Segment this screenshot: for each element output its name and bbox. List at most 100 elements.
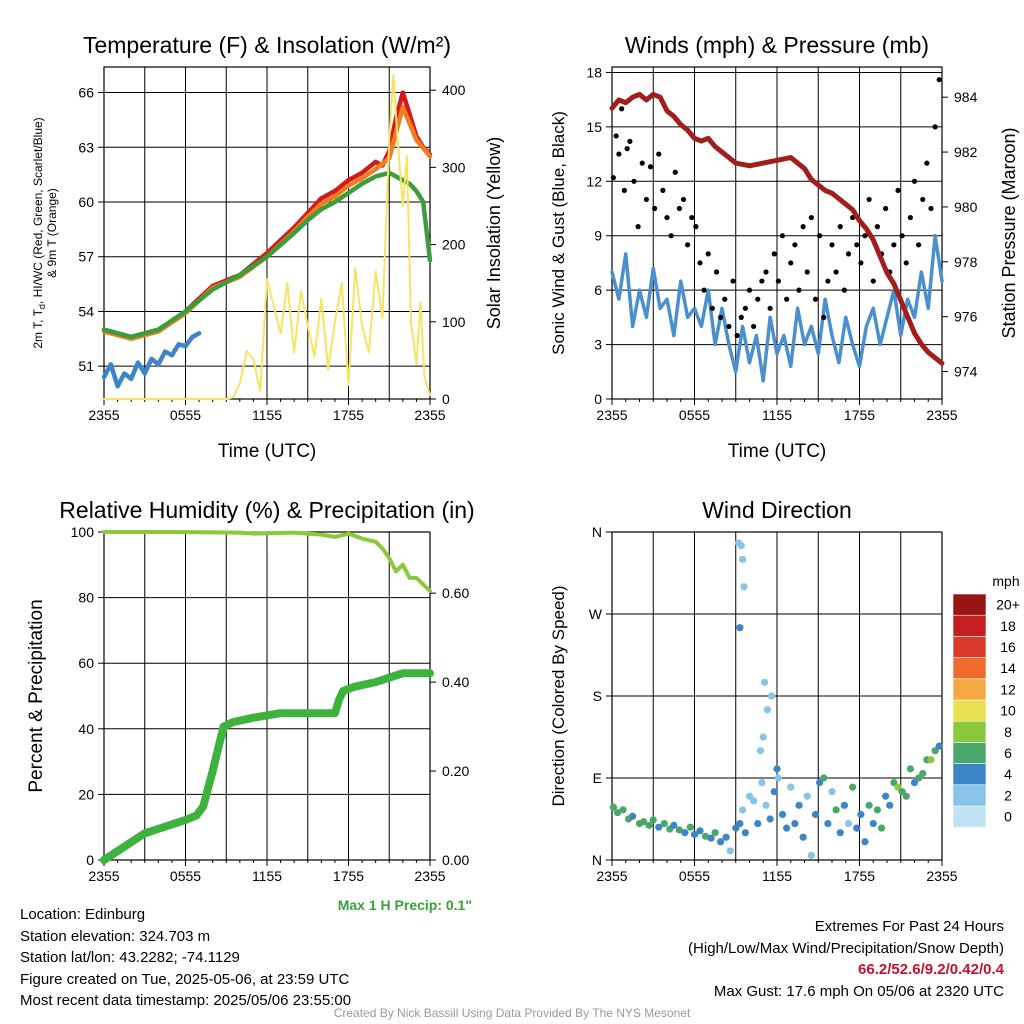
direction-point	[767, 692, 776, 700]
direction-point	[844, 819, 853, 828]
series-line	[101, 331, 202, 389]
gust-point	[833, 269, 839, 275]
y2-tick-label: 978	[954, 254, 978, 270]
gust-point	[697, 260, 703, 266]
y-tick-label: 15	[586, 119, 602, 135]
gust-point	[627, 138, 633, 144]
chart-title: Winds (mph) & Pressure (mb)	[625, 32, 929, 58]
direction-point	[811, 810, 820, 819]
gust-point	[788, 260, 794, 266]
elevation-text: Station elevation: 324.703 m	[20, 927, 211, 945]
colorbar-swatch	[952, 657, 987, 680]
x-tick-label: 1755	[844, 407, 875, 423]
gust-point	[742, 305, 748, 311]
series-line	[610, 233, 944, 383]
direction-point	[750, 797, 758, 805]
series-line	[103, 73, 431, 400]
gust-point	[763, 269, 769, 275]
y2-tick-label: 982	[954, 144, 978, 160]
direction-point	[935, 742, 943, 750]
gust-point	[907, 214, 913, 221]
direction-point	[732, 824, 740, 832]
gust-point	[779, 233, 786, 239]
y-tick-label: 60	[78, 194, 94, 210]
gust-point	[916, 242, 922, 248]
gust-point	[713, 269, 720, 275]
direction-point	[773, 765, 781, 773]
direction-point	[675, 826, 683, 834]
gust-point	[928, 205, 934, 212]
gust-point	[730, 278, 736, 284]
direction-point	[613, 809, 622, 817]
direction-point	[902, 792, 910, 800]
direction-point	[722, 833, 730, 841]
gust-point	[734, 332, 740, 339]
x-tick-label: 1155	[252, 868, 282, 884]
gust-point	[689, 214, 695, 221]
colorbar-label: 0	[1004, 809, 1012, 825]
gust-point	[817, 233, 823, 239]
x-tick-label: 1155	[762, 407, 792, 423]
gust-point	[792, 242, 798, 248]
x-tick-label: 1755	[844, 868, 875, 884]
colorbar-swatch	[952, 720, 987, 743]
gust-point	[705, 251, 711, 257]
x-axis-label: Time (UTC)	[218, 441, 317, 462]
series-line	[609, 91, 945, 366]
direction-point	[840, 801, 848, 809]
direction-point	[774, 774, 782, 782]
direction-point	[745, 792, 754, 800]
y-tick-label: E	[593, 770, 602, 786]
chart-title: Wind Direction	[702, 497, 852, 523]
x-tick-label: 0555	[170, 868, 201, 884]
direction-point	[758, 778, 766, 787]
direction-point	[707, 834, 715, 842]
x-tick-label: 1755	[333, 868, 364, 884]
gust-point	[718, 314, 724, 320]
gust-point	[676, 205, 682, 212]
credit-text: Created By Nick Bassill Using Data Provi…	[333, 1006, 691, 1020]
y2-tick-label: 0.60	[442, 585, 469, 601]
y2-tick-label: 976	[954, 309, 978, 325]
gust-point	[883, 205, 889, 212]
direction-point	[726, 847, 734, 855]
y2-tick-label: 400	[442, 82, 466, 98]
direction-point	[906, 765, 914, 773]
direction-point	[910, 778, 919, 787]
direction-point	[791, 819, 799, 828]
gust-point	[726, 323, 732, 330]
direction-point	[915, 774, 923, 782]
y-tick-label: S	[593, 688, 602, 704]
gust-point	[755, 296, 761, 302]
extremes-info: Extremes For Past 24 Hours (High/Low/Max…	[688, 916, 1004, 1002]
direction-point	[931, 747, 939, 755]
direction-point	[770, 788, 778, 796]
colorbar-swatch	[952, 784, 987, 807]
max-gust-text: Max Gust: 17.6 mph On 05/06 at 2320 UTC	[713, 982, 1004, 1000]
gust-point	[874, 224, 880, 230]
location-text: Location: Edinburg	[20, 906, 146, 923]
direction-point	[756, 747, 765, 755]
colorbar-swatch	[952, 805, 987, 828]
gust-point	[613, 133, 619, 139]
colorbar-swatch	[952, 763, 987, 786]
gust-point	[866, 196, 872, 203]
direction-point	[741, 829, 749, 837]
y-tick-label: 20	[78, 786, 94, 802]
panel-2: 2355 0555 1155 1755 235503691215189749769789…	[549, 32, 1019, 462]
direction-point	[828, 788, 836, 796]
y-tick-label: 66	[78, 85, 94, 101]
gust-point	[635, 224, 641, 230]
series-line	[102, 530, 432, 594]
colorbar-label: 6	[1004, 745, 1012, 761]
x-tick-label: 2355	[414, 407, 445, 423]
direction-point	[795, 801, 803, 809]
y-tick-label: 18	[586, 64, 602, 80]
gust-point	[841, 287, 847, 293]
gust-point	[624, 146, 630, 152]
y-tick-label: 54	[78, 303, 94, 319]
direction-point	[919, 769, 927, 778]
direction-point	[832, 806, 840, 814]
gust-point	[911, 178, 918, 184]
gust-point	[751, 323, 757, 330]
